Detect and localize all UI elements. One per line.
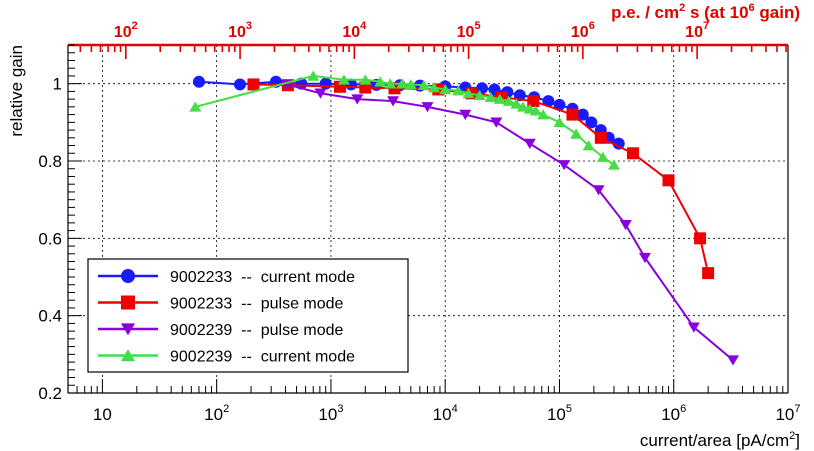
data-point xyxy=(619,220,632,231)
x-axis-title: current/area [pA/cm2] xyxy=(640,430,800,450)
x-tick-label: 102 xyxy=(204,403,229,424)
data-point xyxy=(626,147,639,160)
axes-layer xyxy=(67,43,789,394)
data-point xyxy=(694,232,707,245)
data-point xyxy=(553,116,566,128)
x-tick-label: 104 xyxy=(433,403,458,424)
series-line xyxy=(286,83,734,361)
data-point xyxy=(484,91,497,102)
data-point xyxy=(247,78,260,91)
data-point xyxy=(359,74,372,85)
data-point xyxy=(570,128,583,139)
legend-entry: 9002233 -- current mode xyxy=(170,269,355,286)
data-point xyxy=(452,85,465,96)
top-tick-label: 107 xyxy=(685,20,709,41)
data-point xyxy=(421,102,434,113)
data-point xyxy=(527,95,540,108)
data-point xyxy=(233,78,246,91)
data-point xyxy=(462,87,475,99)
data-point xyxy=(510,98,523,109)
data-point xyxy=(596,151,609,162)
data-point xyxy=(337,74,350,85)
data-point xyxy=(459,109,472,120)
y-tick-label: 0.2 xyxy=(38,384,62,403)
legend-marker xyxy=(121,349,135,362)
data-point xyxy=(585,116,598,129)
legend-box xyxy=(87,258,409,373)
data-point xyxy=(351,94,364,105)
data-point xyxy=(687,322,700,333)
data-point xyxy=(387,96,400,107)
data-point xyxy=(517,101,530,112)
data-point xyxy=(396,78,409,89)
series-layer xyxy=(189,70,739,366)
data-point xyxy=(319,77,332,90)
labels-layer: 10 102 103 104 105 106 107 0.2 0.4 0.6 0.8 1 102 103 1… xyxy=(7,2,801,450)
top-tick-label: 106 xyxy=(571,20,595,41)
data-point xyxy=(384,78,397,89)
top-tick-label: 105 xyxy=(457,20,481,41)
x-tick-label: 107 xyxy=(775,403,800,424)
legend-marker xyxy=(121,269,135,283)
y-tick-label: 1 xyxy=(53,75,62,94)
series-4 xyxy=(189,70,620,170)
data-point xyxy=(189,101,202,112)
legend-entry: 9002239 -- current mode xyxy=(170,349,355,366)
data-point xyxy=(607,159,620,170)
top-tick-label: 103 xyxy=(228,20,252,41)
data-point xyxy=(307,70,320,81)
data-point xyxy=(576,108,589,121)
data-point xyxy=(612,137,625,150)
top-tick-label: 102 xyxy=(114,20,138,41)
legend-marker xyxy=(121,323,135,336)
data-point xyxy=(558,160,571,171)
data-point xyxy=(529,105,542,116)
data-point xyxy=(476,82,489,95)
data-point xyxy=(493,93,506,104)
data-point xyxy=(553,98,566,111)
data-point xyxy=(314,88,327,99)
data-point xyxy=(582,140,595,151)
x-tick-label: 105 xyxy=(547,403,572,424)
data-point xyxy=(473,89,486,101)
legend-entry: 9002239 -- pulse mode xyxy=(170,322,344,339)
data-point xyxy=(417,79,430,91)
y-tick-label: 0.4 xyxy=(38,307,62,326)
data-point xyxy=(638,252,651,264)
data-point xyxy=(537,109,550,120)
legend: 9002233 -- current mode 9002233 -- pulse … xyxy=(87,258,409,373)
data-point xyxy=(374,76,387,87)
y-tick-label: 0.6 xyxy=(38,229,62,248)
data-point xyxy=(542,95,555,108)
data-point xyxy=(726,355,739,366)
top-axis-title: p.e. / cm2 s (at 106 gain) xyxy=(611,2,800,22)
data-point xyxy=(428,82,441,93)
data-point xyxy=(192,75,205,88)
x-tick-label: 10 xyxy=(93,405,112,424)
series-3 xyxy=(280,79,739,366)
top-tick-label: 104 xyxy=(342,20,367,41)
data-point xyxy=(502,95,515,106)
data-point xyxy=(702,267,715,280)
data-point xyxy=(404,79,417,90)
legend-marker xyxy=(121,295,135,310)
y-axis-title: relative gain xyxy=(7,45,26,137)
data-point xyxy=(439,84,452,95)
data-point xyxy=(490,117,503,128)
legend-entry: 9002233 -- pulse mode xyxy=(170,296,344,313)
data-point xyxy=(566,108,579,121)
data-point xyxy=(523,138,536,149)
data-point xyxy=(592,185,605,196)
data-point xyxy=(594,131,607,144)
x-tick-label: 106 xyxy=(661,403,686,424)
y-tick-label: 0.8 xyxy=(38,152,62,171)
data-point xyxy=(662,174,675,187)
x-tick-label: 103 xyxy=(318,403,343,424)
